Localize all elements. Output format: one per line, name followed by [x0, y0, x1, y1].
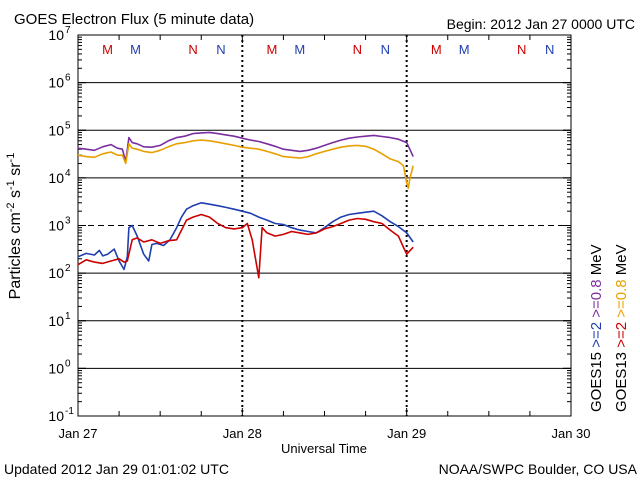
day-marker: N	[353, 42, 362, 57]
y-tick-label: 10	[48, 218, 64, 234]
day-marker: N	[381, 42, 390, 57]
x-tick-label: Jan 30	[551, 426, 590, 441]
y-axis-title: Particles cm-2 s-1 sr-1	[5, 153, 24, 300]
y-tick-label: 10	[48, 265, 64, 281]
y-tick-label: 10	[48, 360, 64, 376]
day-marker: M	[459, 42, 470, 57]
day-marker: M	[102, 42, 113, 57]
y-tick-label: 10	[48, 27, 64, 43]
x-tick-label: Jan 29	[387, 426, 426, 441]
y-tick-exponent: -1	[65, 406, 74, 417]
series-goes13-0-8-mev	[77, 139, 414, 190]
day-marker: M	[266, 42, 277, 57]
horizontal-gridlines	[78, 82, 571, 369]
legend-entry-goes15: GOES15 >=2 >=0.8 MeV	[588, 244, 605, 412]
credit-label: NOAA/SWPC Boulder, CO USA	[439, 461, 638, 477]
day-marker: M	[431, 42, 442, 57]
y-tick-exponent: 7	[65, 25, 71, 36]
updated-timestamp: Updated 2012 Jan 29 01:01:02 UTC	[4, 461, 229, 477]
y-tick-label: 10	[48, 75, 64, 91]
day-marker: N	[545, 42, 554, 57]
y-tick-label: 10	[48, 313, 64, 329]
x-axis-title: Universal Time	[281, 441, 367, 456]
day-marker: N	[216, 42, 225, 57]
data-series	[77, 131, 414, 279]
day-marker: M	[130, 42, 141, 57]
y-tick-exponent: 5	[65, 120, 71, 131]
y-tick-exponent: 3	[65, 216, 71, 227]
begin-time-label: Begin: 2012 Jan 27 0000 UTC	[447, 16, 635, 32]
x-tick-label: Jan 27	[58, 426, 97, 441]
legend-entry-goes13: GOES13 >=2 >=0.8 MeV	[613, 244, 630, 412]
chart-title: GOES Electron Flux (5 minute data)	[14, 11, 254, 28]
axis-ticks	[77, 34, 572, 417]
y-tick-label: 10	[48, 170, 64, 186]
x-tick-label: Jan 28	[223, 426, 262, 441]
day-marker: N	[517, 42, 526, 57]
series-goes15-2-mev	[77, 202, 414, 271]
y-tick-exponent: 4	[65, 168, 71, 179]
y-tick-exponent: 0	[65, 358, 71, 369]
series-goes13-2-mev	[77, 213, 414, 279]
y-tick-exponent: 1	[65, 311, 71, 322]
day-marker: M	[294, 42, 305, 57]
y-tick-exponent: 2	[65, 263, 71, 274]
day-boundary-lines	[241, 35, 408, 416]
y-tick-label: 10	[48, 408, 64, 424]
y-tick-label: 10	[48, 122, 64, 138]
x-tick-labels: Jan 27 Jan 28 Jan 29 Jan 30	[58, 426, 590, 441]
legend: GOES15 >=2 >=0.8 MeV GOES13 >=2 >=0.8 MeV	[588, 244, 630, 412]
day-marker: N	[188, 42, 197, 57]
y-tick-exponent: 6	[65, 73, 71, 84]
